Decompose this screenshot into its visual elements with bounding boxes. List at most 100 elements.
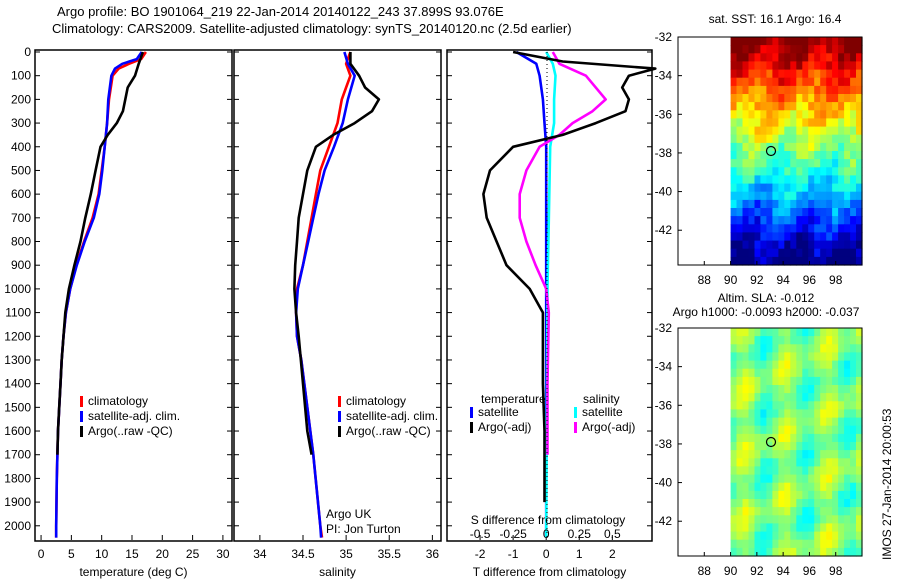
map-cell	[730, 442, 738, 451]
map-cell	[742, 425, 750, 435]
map-cell	[754, 368, 762, 378]
map-cell	[784, 61, 791, 71]
map-cell	[838, 102, 845, 111]
legend-swatch	[80, 411, 83, 422]
map-cell	[790, 499, 797, 508]
map-cell	[736, 232, 744, 242]
map-cell	[814, 539, 821, 549]
map-cell	[790, 142, 797, 152]
map-cell	[754, 216, 762, 225]
map-cell	[748, 208, 756, 217]
map-cell	[820, 336, 827, 345]
argo-position-marker	[765, 145, 777, 157]
map-cell	[784, 547, 791, 557]
map-cell	[736, 474, 744, 484]
map-cell	[796, 466, 803, 476]
map-cell	[784, 328, 791, 337]
map-cell	[808, 393, 815, 402]
map-cell	[748, 69, 756, 79]
map-cell	[820, 126, 827, 136]
legend-label: Argo(-adj)	[478, 420, 531, 434]
map-cell	[796, 507, 803, 516]
map-cell	[838, 126, 845, 136]
y-tick-label: 2000	[4, 519, 31, 533]
x-tick-label: -2	[475, 547, 486, 561]
map-cell	[802, 458, 809, 467]
map-cell	[796, 85, 803, 95]
map-cell	[766, 77, 773, 87]
map-cell	[790, 102, 797, 111]
map-cell	[754, 531, 762, 541]
map-cell	[736, 368, 744, 378]
map-cell	[760, 482, 767, 492]
map-cell	[802, 175, 809, 185]
map-cell	[844, 94, 851, 103]
map-cell	[748, 490, 756, 500]
x-tick-label: 5	[68, 547, 75, 561]
map-cell	[826, 515, 833, 524]
map-cell	[736, 118, 744, 128]
map-cell	[790, 450, 797, 459]
map-cell	[844, 142, 851, 152]
x-tick-label: 15	[125, 547, 139, 561]
map-cell	[748, 417, 756, 427]
map-cell	[754, 360, 762, 370]
map-cell	[784, 77, 791, 87]
map-cell	[838, 368, 845, 378]
map-cell	[766, 159, 773, 168]
map-cell	[730, 360, 738, 370]
map-cell	[736, 344, 744, 353]
map-cell	[796, 515, 803, 524]
map-cell	[742, 458, 750, 467]
map-cell	[730, 183, 738, 193]
map-cell	[802, 499, 809, 508]
map-cell	[832, 69, 839, 79]
x-tick-label: 34	[253, 547, 267, 561]
map-cell	[778, 328, 785, 337]
map-cell	[760, 118, 767, 128]
map-cell	[784, 151, 791, 160]
map-cell	[844, 385, 851, 394]
y-tick-label: -40	[655, 476, 673, 490]
map-cell	[778, 385, 785, 394]
map-cell	[838, 344, 845, 353]
s-tick-label: -0.5	[470, 527, 491, 541]
map-cell	[760, 69, 767, 79]
map-cell	[808, 199, 815, 209]
map-cell	[784, 199, 791, 209]
map-cell	[838, 401, 845, 410]
map-cell	[844, 224, 851, 233]
map-cell	[784, 523, 791, 533]
map-cell	[832, 175, 839, 185]
map-cell	[784, 175, 791, 185]
map-cell	[796, 344, 803, 353]
map-cell	[766, 199, 773, 209]
map-cell	[760, 531, 767, 541]
map-cell	[748, 110, 756, 119]
x-tick-label: 20	[156, 547, 170, 561]
map-cell	[748, 118, 756, 128]
map-cell	[754, 85, 762, 95]
map-cell	[796, 376, 803, 386]
map-cell	[832, 466, 839, 476]
map-cell	[766, 85, 773, 95]
map-cell	[766, 344, 773, 353]
map-cell	[832, 151, 839, 160]
map-cell	[748, 409, 756, 419]
map-cell	[742, 191, 750, 201]
map-cell	[778, 344, 785, 353]
map-cell	[826, 474, 833, 484]
map-cell	[766, 458, 773, 467]
map-cell	[778, 142, 785, 152]
map-cell	[802, 208, 809, 217]
map-cell	[772, 344, 779, 353]
map-cell	[844, 515, 851, 524]
map-cell	[826, 368, 833, 378]
map-cell	[742, 474, 750, 484]
map-cell	[784, 368, 791, 378]
map-cell	[766, 248, 773, 258]
map-cell	[856, 401, 863, 410]
map-cell	[748, 248, 756, 258]
map-cell	[838, 466, 845, 476]
map-cell	[778, 466, 785, 476]
